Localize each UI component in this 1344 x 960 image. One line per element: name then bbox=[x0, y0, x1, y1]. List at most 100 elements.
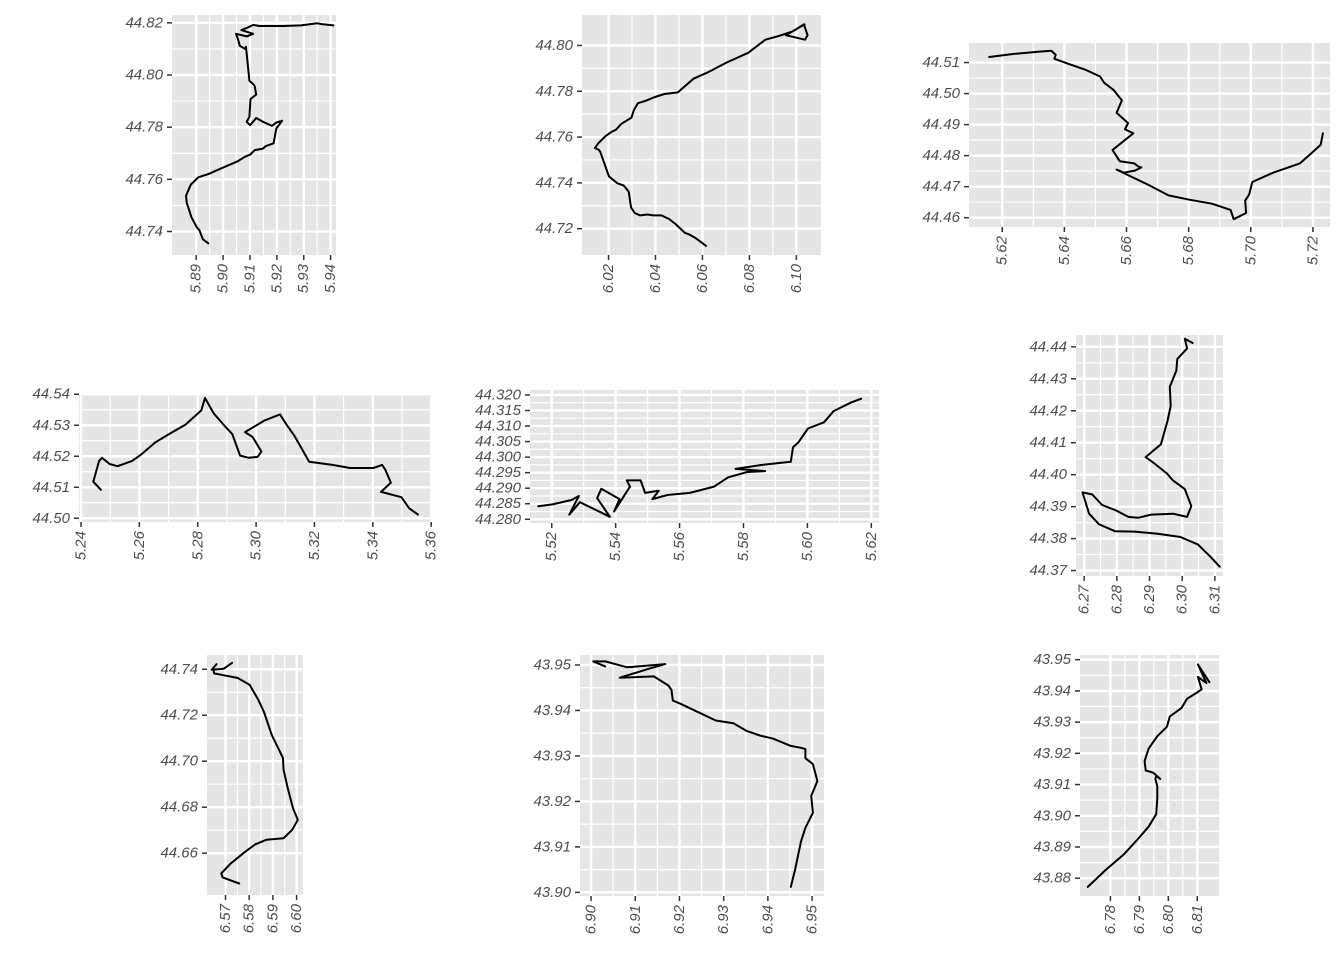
panel-background bbox=[1080, 655, 1219, 896]
y-tick-label: 44.285 bbox=[475, 495, 522, 512]
map-panel-6: 6.27 6.28 6.29 6.30 6.31 44.37 44.38 44.39 44.40… bbox=[1029, 335, 1223, 614]
x-tick-label: 5.34 bbox=[364, 531, 381, 560]
x-tick-label: 5.60 bbox=[799, 531, 816, 561]
x-tick-label: 5.36 bbox=[423, 530, 440, 560]
y-tick-label: 43.94 bbox=[1033, 682, 1071, 699]
x-tick-label: 6.93 bbox=[715, 904, 732, 934]
y-tick-label: 44.44 bbox=[1029, 338, 1067, 355]
y-tick-label: 44.72 bbox=[535, 220, 573, 237]
y-tick-label: 44.42 bbox=[1029, 402, 1067, 419]
x-tick-label: 6.04 bbox=[647, 264, 664, 293]
x-tick-label: 5.90 bbox=[215, 263, 232, 293]
x-tick-label: 5.54 bbox=[607, 532, 624, 561]
y-tick-label: 44.82 bbox=[125, 14, 163, 31]
y-tick-label: 43.95 bbox=[1033, 651, 1071, 668]
y-tick-label: 43.94 bbox=[533, 702, 571, 719]
map-panel-7: 6.57 6.58 6.59 6.60 44.66 44.68 44.70 44.72 44.7… bbox=[160, 655, 305, 933]
route-line bbox=[593, 23, 809, 247]
x-tick-label: 5.66 bbox=[1118, 235, 1135, 265]
y-tick-label: 44.46 bbox=[922, 209, 960, 226]
route-line bbox=[185, 22, 335, 245]
y-tick-label: 44.76 bbox=[535, 129, 573, 146]
y-tick-label: 44.320 bbox=[475, 386, 522, 403]
map-panel-8: 6.90 6.91 6.92 6.93 6.94 6.95 43.90 43.91 43.92 4… bbox=[533, 655, 824, 934]
x-tick-label: 6.27 bbox=[1076, 584, 1093, 614]
route-line bbox=[92, 397, 419, 516]
y-tick-label: 43.88 bbox=[1033, 870, 1071, 887]
y-tick-label: 44.295 bbox=[475, 464, 522, 481]
y-tick-label: 44.305 bbox=[475, 433, 522, 450]
y-tick-label: 44.72 bbox=[160, 707, 198, 724]
x-tick-label: 6.59 bbox=[264, 903, 281, 933]
x-tick-label: 5.91 bbox=[241, 264, 258, 293]
x-tick-label: 5.58 bbox=[735, 531, 752, 561]
x-tick-label: 5.92 bbox=[268, 263, 285, 293]
x-tick-label: 5.68 bbox=[1180, 235, 1197, 265]
y-tick-label: 44.53 bbox=[32, 417, 70, 434]
panel-background bbox=[172, 15, 336, 255]
x-tick-label: 6.02 bbox=[600, 263, 617, 293]
y-tick-label: 43.91 bbox=[533, 838, 571, 855]
route-line bbox=[1081, 337, 1221, 568]
map-panel-2: 6.02 6.04 6.06 6.08 6.10 44.72 44.74 44.76 44.78… bbox=[535, 15, 821, 293]
x-tick-label: 5.30 bbox=[248, 530, 265, 560]
x-tick-label: 6.31 bbox=[1206, 585, 1223, 614]
y-tick-label: 44.49 bbox=[922, 116, 960, 133]
x-tick-label: 5.62 bbox=[994, 235, 1011, 265]
panel-background bbox=[207, 655, 303, 895]
x-tick-label: 6.10 bbox=[788, 263, 805, 293]
y-tick-label: 44.48 bbox=[922, 147, 960, 164]
y-tick-label: 44.290 bbox=[475, 480, 522, 497]
y-tick-label: 44.50 bbox=[922, 85, 960, 102]
x-tick-label: 6.90 bbox=[583, 904, 600, 934]
x-tick-label: 5.89 bbox=[188, 263, 205, 293]
x-tick-label: 5.94 bbox=[322, 264, 339, 293]
x-tick-label: 6.57 bbox=[217, 903, 234, 933]
y-tick-label: 44.300 bbox=[475, 449, 522, 466]
y-tick-label: 44.76 bbox=[125, 171, 163, 188]
x-tick-label: 6.29 bbox=[1141, 584, 1158, 614]
map-panel-4: 5.24 5.26 5.28 5.30 5.32 5.34 5.36 44.50 44.51 44… bbox=[32, 386, 439, 560]
route-line bbox=[988, 49, 1324, 221]
x-tick-label: 5.72 bbox=[1304, 235, 1321, 265]
panel-background bbox=[969, 43, 1330, 227]
y-tick-label: 43.93 bbox=[533, 747, 571, 764]
route-line bbox=[1086, 663, 1211, 888]
y-tick-label: 44.74 bbox=[535, 174, 573, 191]
y-tick-label: 44.37 bbox=[1029, 562, 1067, 579]
y-tick-label: 44.51 bbox=[922, 54, 960, 71]
map-panel-9: 6.78 6.79 6.80 6.81 43.88 43.89 43.90 43.91 43.9… bbox=[1033, 651, 1219, 934]
route-line bbox=[537, 397, 863, 518]
y-tick-label: 43.91 bbox=[1033, 776, 1071, 793]
x-tick-label: 6.91 bbox=[627, 905, 644, 934]
x-tick-label: 5.52 bbox=[543, 531, 560, 561]
x-tick-label: 6.58 bbox=[241, 903, 258, 933]
x-tick-label: 5.24 bbox=[73, 531, 90, 560]
x-tick-label: 5.56 bbox=[671, 531, 688, 561]
y-tick-label: 44.50 bbox=[32, 510, 70, 527]
x-tick-label: 5.93 bbox=[295, 263, 312, 293]
y-tick-label: 44.310 bbox=[475, 418, 522, 435]
y-tick-label: 44.51 bbox=[32, 479, 70, 496]
x-tick-label: 6.95 bbox=[804, 904, 821, 934]
y-tick-label: 43.90 bbox=[533, 884, 571, 901]
y-tick-label: 43.92 bbox=[1033, 745, 1071, 762]
x-tick-label: 6.78 bbox=[1102, 904, 1119, 934]
x-tick-label: 5.62 bbox=[863, 531, 880, 561]
x-tick-label: 5.32 bbox=[306, 530, 323, 560]
y-tick-label: 43.90 bbox=[1033, 807, 1071, 824]
y-tick-label: 44.315 bbox=[475, 402, 522, 419]
y-tick-label: 44.78 bbox=[535, 83, 573, 100]
x-tick-label: 5.70 bbox=[1242, 235, 1259, 265]
x-tick-label: 6.60 bbox=[288, 903, 305, 933]
route-line bbox=[210, 661, 299, 885]
x-tick-label: 6.81 bbox=[1189, 905, 1206, 934]
x-tick-label: 5.26 bbox=[131, 530, 148, 560]
x-tick-label: 5.28 bbox=[189, 530, 206, 560]
y-tick-label: 44.80 bbox=[535, 37, 573, 54]
y-tick-label: 44.70 bbox=[160, 753, 198, 770]
x-tick-label: 6.06 bbox=[694, 263, 711, 293]
x-tick-label: 6.92 bbox=[671, 904, 688, 934]
x-tick-label: 6.28 bbox=[1108, 584, 1125, 614]
